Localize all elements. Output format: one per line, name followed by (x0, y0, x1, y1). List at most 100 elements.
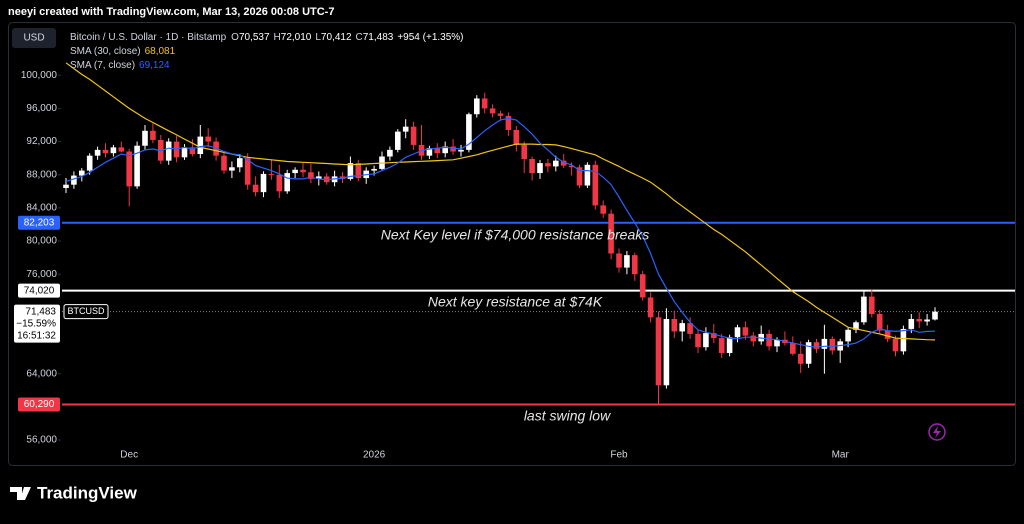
candle-body (94, 149, 101, 156)
candle-body (584, 164, 591, 186)
legend-text: 68,081 (145, 46, 176, 57)
candle-body (205, 136, 211, 142)
legend-text: +954 (+1.35%) (397, 32, 463, 43)
legend: Bitcoin / U.S. Dollar · 1D · Bitstamp O70… (70, 32, 464, 43)
y-tick-label: 64,000 (26, 368, 57, 379)
candle-body (181, 147, 188, 158)
candle-body (276, 174, 283, 192)
legend-text: 71,483 (363, 32, 394, 43)
candle-body (553, 160, 559, 167)
lightning-icon[interactable] (928, 423, 946, 441)
candle-body (924, 319, 930, 322)
candle-body (316, 176, 322, 179)
legend-text: SMA (7, close) (70, 60, 135, 71)
candle-body (252, 184, 259, 193)
candle-body (861, 296, 867, 323)
candle-body (442, 146, 448, 154)
candle-body (79, 170, 85, 176)
candle-body (355, 163, 362, 179)
candle-body (110, 147, 117, 154)
candle-body (726, 337, 733, 353)
candle-body (703, 333, 709, 348)
candle-body (466, 114, 472, 150)
y-tick-label: 96,000 (26, 103, 57, 114)
candle-body (576, 167, 583, 186)
legend-text: H (274, 32, 281, 43)
y-tick-label: 80,000 (26, 236, 57, 247)
annotation: last swing low (524, 408, 611, 424)
candle-body (126, 151, 132, 187)
candle-body (308, 172, 314, 179)
candle-body (892, 338, 899, 352)
candle-body (766, 333, 772, 347)
candle-body (165, 141, 172, 161)
legend-text: 70,537 (239, 32, 270, 43)
candle-body (853, 322, 859, 330)
candle-body (545, 163, 551, 167)
sma-line (65, 62, 936, 341)
level-label: 74,020 (24, 285, 55, 296)
candle-body (371, 168, 377, 171)
candle-body (118, 147, 125, 152)
candle-body (300, 169, 306, 173)
currency-button[interactable] (12, 28, 56, 48)
candle-body (876, 314, 883, 331)
plot: 100,000 96,000 92,000 88,000 84,000 80,000 76,… (14, 62, 1015, 461)
symbol-label: BTCUSD (67, 306, 105, 316)
candle-body (150, 130, 156, 140)
candle-body (86, 155, 93, 171)
candle-body (821, 338, 828, 349)
annotation: Next key resistance at $74K (428, 294, 603, 310)
legend-text: 69,124 (139, 60, 170, 71)
candle-body (142, 130, 148, 146)
candle-body (734, 327, 741, 338)
candle-body (450, 146, 456, 152)
candle-body (869, 296, 875, 315)
candle-body (395, 131, 401, 150)
candle-body (655, 317, 662, 386)
candle-body (624, 255, 630, 268)
candle-body (497, 113, 504, 116)
candle-body (434, 148, 441, 154)
candle-body (134, 145, 140, 187)
candle-body (387, 149, 393, 157)
candle-body (268, 173, 275, 175)
currency[interactable]: USD (23, 33, 44, 44)
candle-body (671, 318, 678, 332)
candle-body (481, 98, 488, 109)
candle-body (284, 173, 290, 192)
candle-body (647, 297, 654, 318)
candle-body (805, 342, 812, 364)
candle-body (260, 173, 267, 193)
annotation: Next Key level if $74,000 resistance bre… (381, 227, 649, 243)
x-tick-label: Feb (610, 450, 628, 461)
candle-body (489, 108, 496, 114)
candle-body (884, 330, 891, 339)
candle-body (410, 126, 417, 145)
candle-body (244, 158, 251, 185)
symbol-box (63, 304, 109, 320)
candle-body (189, 147, 196, 155)
sma-line (65, 117, 936, 348)
candle-body (221, 155, 227, 171)
candle-body (529, 158, 535, 174)
candle-body (474, 98, 480, 115)
candle-body (197, 136, 204, 155)
candle-body (750, 335, 757, 342)
candle-body (687, 323, 693, 334)
candle-body (845, 329, 851, 342)
level-label-box (18, 283, 60, 298)
candle-body (537, 163, 543, 174)
candle-body (829, 338, 836, 351)
level-label-box (18, 215, 60, 230)
legend-text: C (356, 32, 363, 43)
candle-body (402, 126, 409, 132)
y-tick-label: 88,000 (26, 169, 57, 180)
y-tick-label: 92,000 (26, 136, 57, 147)
legend-text: 70,412 (321, 32, 352, 43)
x-tick-label: 2026 (363, 450, 386, 461)
candle-body (900, 328, 907, 352)
legend-text: O (231, 32, 239, 43)
candle-body (908, 318, 915, 329)
